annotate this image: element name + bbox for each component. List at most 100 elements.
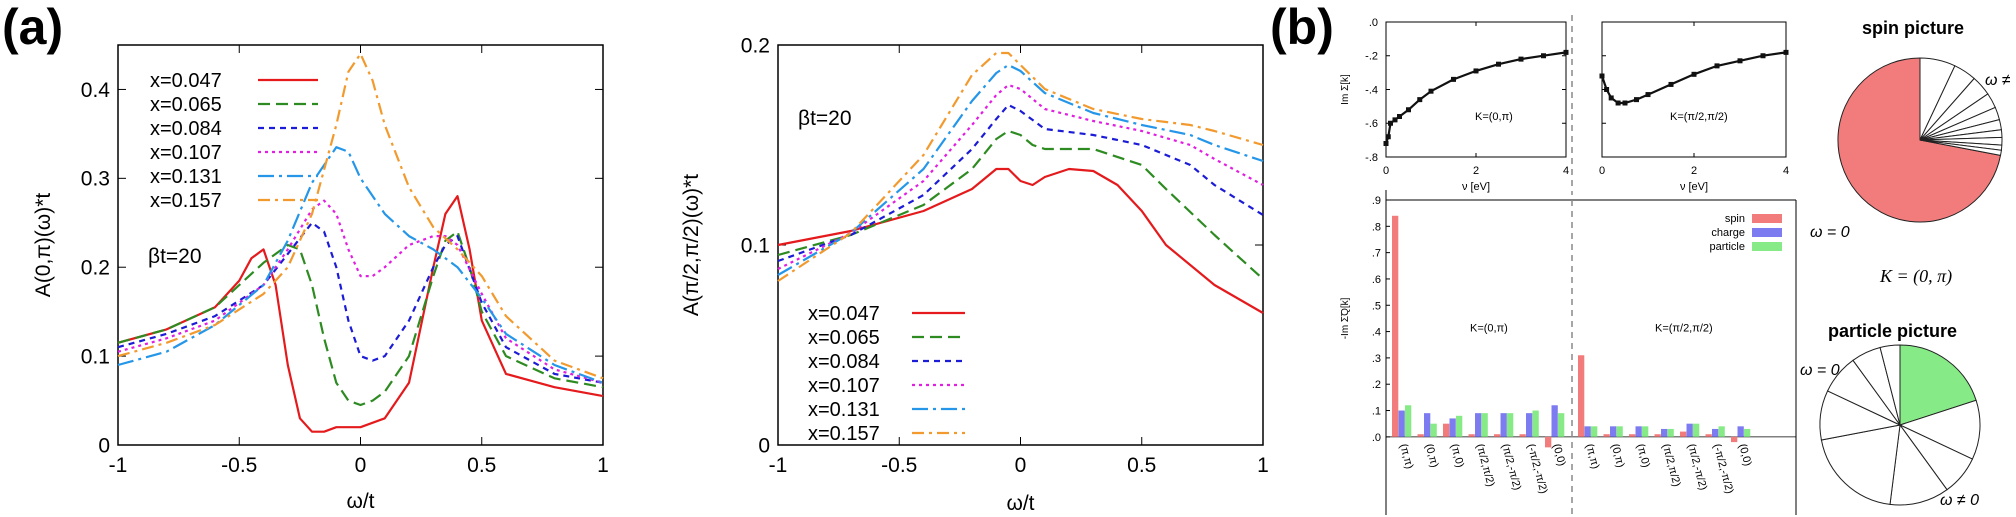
legend-label: x=0.047	[150, 70, 222, 92]
bar	[1551, 405, 1558, 437]
k-annotation: K=(π/2,π/2)	[1655, 323, 1713, 335]
k-annotation: K=(0,π)	[1475, 111, 1513, 123]
x-tick-label: (-π/2,-π/2)	[1711, 443, 1736, 496]
series-line	[117, 195, 604, 433]
pie-spin-picture: ω ≠ 0 ω = 0	[1810, 57, 2010, 241]
x-tick-label: 1	[1257, 454, 1269, 477]
k-label: K = (0, π)	[1880, 266, 1953, 286]
data-point	[1417, 97, 1423, 103]
data-point	[1615, 100, 1621, 106]
pie-slice	[1899, 344, 1977, 426]
data-point	[1599, 73, 1605, 79]
data-point	[1451, 76, 1456, 82]
series-line	[117, 230, 604, 407]
y-tick-label: -.8	[1365, 152, 1378, 164]
y-tick-label: 0.4	[81, 79, 111, 102]
data-point	[1622, 100, 1628, 106]
y-tick-label: .2	[1372, 379, 1381, 391]
chart-selfenergy-pi2: 0 2 4 ν [eV] K=(π/2,π/2)	[1571, 15, 1789, 195]
x-tick-label: (π/2,-π/2)	[1685, 443, 1709, 492]
legend-label: spin	[1725, 213, 1745, 225]
data-point	[1541, 53, 1546, 59]
y-tick-label: 0.2	[81, 257, 110, 280]
bar	[1526, 413, 1533, 437]
bar	[1680, 431, 1687, 437]
bar	[1392, 215, 1399, 437]
series-line	[777, 103, 1264, 263]
bar	[1398, 410, 1405, 437]
legend-swatch	[1752, 228, 1782, 237]
pie-slice	[1879, 344, 1901, 426]
series-line	[117, 146, 604, 384]
x-tick-label: (π,0)	[1634, 443, 1652, 469]
bar	[1558, 413, 1565, 437]
x-tick-label: 2	[1691, 165, 1697, 177]
data-point	[1397, 114, 1402, 119]
pie-particle-picture: ω = 0 ω ≠ 0	[1800, 344, 1981, 509]
bar	[1591, 426, 1598, 437]
x-tick-label: (π/2,π/2)	[1474, 443, 1497, 489]
panel-label-a: (a)	[2, 0, 64, 55]
x-axis-label: ν [eV]	[1680, 181, 1708, 193]
x-tick-label: (π/2,π/2)	[1660, 443, 1683, 489]
beta-annotation: βt=20	[148, 245, 202, 268]
bar	[1578, 355, 1585, 437]
y-tick-label: -.2	[1365, 51, 1378, 63]
bar	[1475, 413, 1482, 437]
data-point	[1383, 141, 1389, 146]
series-line	[777, 129, 1264, 280]
pie-slice	[1837, 57, 2002, 223]
x-tick-label: 0	[1383, 165, 1389, 177]
y-tick-label: .6	[1372, 274, 1381, 286]
data-point	[1385, 134, 1391, 140]
bar	[1417, 434, 1424, 437]
x-tick-label: 2	[1473, 165, 1479, 177]
legend-label: x=0.084	[150, 118, 222, 140]
legend-label: x=0.131	[808, 399, 880, 421]
series-line	[777, 51, 1264, 282]
bar	[1449, 418, 1456, 437]
bar	[1405, 405, 1412, 437]
series-line	[1600, 51, 1787, 105]
bar	[1693, 423, 1700, 437]
legend-label: x=0.065	[808, 327, 880, 349]
pie-slice	[1889, 423, 1948, 506]
bar	[1443, 423, 1450, 437]
bar	[1494, 434, 1501, 437]
x-tick-label: 1	[597, 454, 609, 477]
bar	[1737, 426, 1744, 437]
chart-b-spectral-pi2: -1 -0.5 0 0.5 1 0 0.1 0.2 ω/t A(π/2,π/2)(ω)*t βt=2…	[680, 34, 1269, 515]
x-tick-label: 4	[1783, 165, 1789, 177]
bar	[1705, 434, 1712, 437]
x-tick-label: -0.5	[221, 454, 257, 477]
y-tick-label: 0.1	[81, 345, 110, 368]
pie-label-big: ω = 0	[1800, 362, 1840, 379]
bar	[1430, 423, 1437, 437]
data-point	[1691, 71, 1697, 77]
data-point	[1388, 120, 1393, 126]
y-tick-label: .8	[1372, 221, 1381, 233]
legend-label: x=0.157	[808, 423, 880, 445]
bar	[1654, 434, 1661, 437]
x-tick-label: 0	[355, 454, 367, 477]
y-tick-label: 0	[98, 434, 110, 457]
x-tick-label: (π/2,-π/2)	[1499, 443, 1523, 492]
bar	[1686, 423, 1693, 437]
legend-swatch	[1752, 214, 1782, 223]
bar	[1519, 434, 1526, 437]
x-tick-label: 0	[1015, 454, 1027, 477]
plot-frame	[1601, 21, 1787, 158]
bar	[1468, 434, 1475, 437]
series-line	[1384, 51, 1567, 144]
x-tick-label: (π,π)	[1397, 443, 1415, 471]
legend-swatch	[1752, 242, 1782, 251]
bar	[1667, 428, 1674, 437]
y-axis-label: Im Σ[k]	[1340, 74, 1351, 105]
k-annotation: K=(0,π)	[1470, 323, 1508, 335]
chart-a-spectral-0pi: -1 -0.5 0 0.5 1 0 0.1 0.2 0.3 0.4 ω/t A(0,π)(ω)*t βt…	[32, 44, 609, 513]
y-tick-label: -.6	[1365, 118, 1378, 130]
data-point	[1714, 63, 1720, 69]
bar	[1532, 410, 1539, 437]
legend-label: x=0.084	[808, 351, 880, 373]
legend-label: x=0.065	[150, 94, 222, 116]
